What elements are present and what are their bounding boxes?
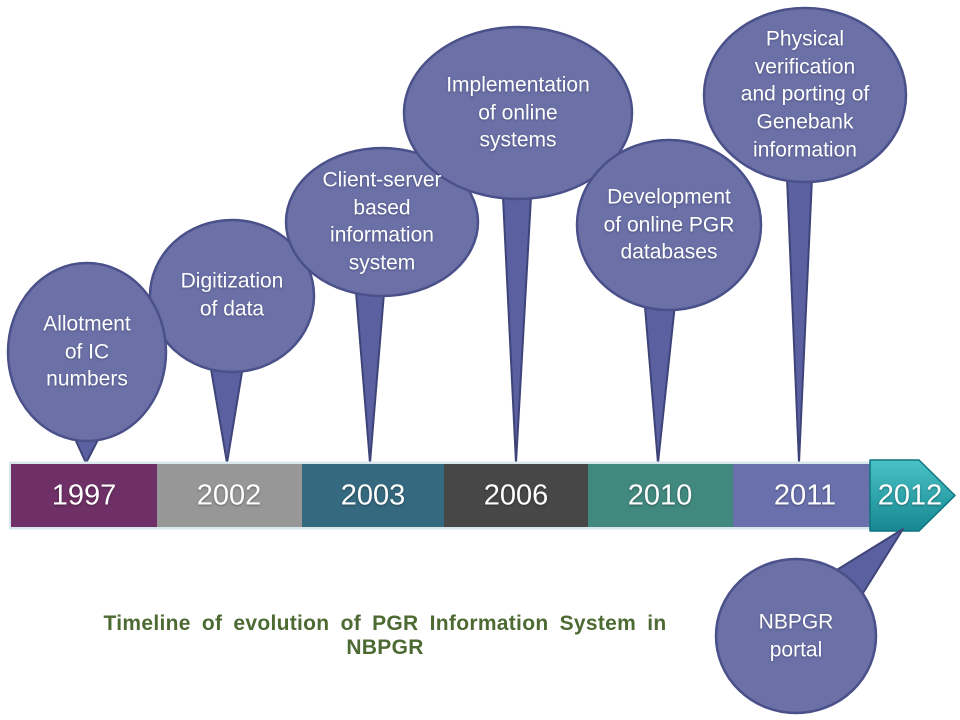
balloon-development-shape	[575, 138, 763, 464]
balloon-tail-client-server	[355, 291, 385, 464]
timeline-segment-2006	[444, 464, 588, 527]
year-label-2012: 2012	[877, 479, 943, 512]
balloon-implementation	[402, 25, 634, 201]
balloon-client-server-shape	[284, 146, 480, 464]
balloon-label-development: Development of online PGR databases	[603, 185, 735, 264]
year-label-2011: 2011	[773, 479, 837, 512]
balloon-tail-development	[644, 303, 676, 464]
balloon-verification	[702, 6, 908, 184]
balloon-digitization-shape	[148, 218, 316, 464]
balloon-tail-implementation	[502, 196, 532, 464]
balloon-label-portal: NBPGR portal	[758, 610, 834, 661]
balloon-implementation-shape	[402, 25, 634, 464]
timeline-arrow-2012	[869, 459, 956, 532]
balloon-portal-shape	[714, 528, 904, 715]
timeline-segment-2010	[588, 464, 733, 527]
balloon-label-allotment: Allotment of IC numbers	[43, 312, 131, 391]
balloon-digitization	[148, 218, 316, 374]
year-label-1997: 1997	[51, 479, 117, 512]
balloon-label-verification: Physical verification and porting of Gen…	[740, 27, 870, 162]
balloon-tail-verification	[786, 177, 813, 464]
balloon-client-server	[284, 146, 480, 298]
year-label-2003: 2003	[340, 479, 406, 512]
year-label-2006: 2006	[483, 479, 549, 512]
timeline-segment-2002	[157, 464, 302, 527]
balloon-development	[575, 138, 763, 312]
balloon-allotment	[6, 261, 168, 443]
balloon-label-client-server: Client-server based information system	[322, 168, 442, 275]
slide-caption: Timeline of evolution of PGR Information…	[103, 612, 667, 659]
year-label-2010: 2010	[627, 479, 693, 512]
balloon-label-implementation: Implementation of online systems	[446, 73, 590, 152]
balloon-label-digitization: Digitization of data	[180, 269, 284, 320]
balloon-allotment-shape	[6, 261, 168, 464]
year-label-2002: 2002	[196, 479, 262, 512]
balloon-verification-shape	[702, 6, 908, 464]
balloon-portal	[714, 557, 878, 715]
timeline-segment-1997	[11, 464, 157, 527]
timeline-segment-2003	[302, 464, 444, 527]
balloon-tail-digitization	[210, 365, 244, 464]
timeline-segment-2011	[733, 464, 878, 527]
